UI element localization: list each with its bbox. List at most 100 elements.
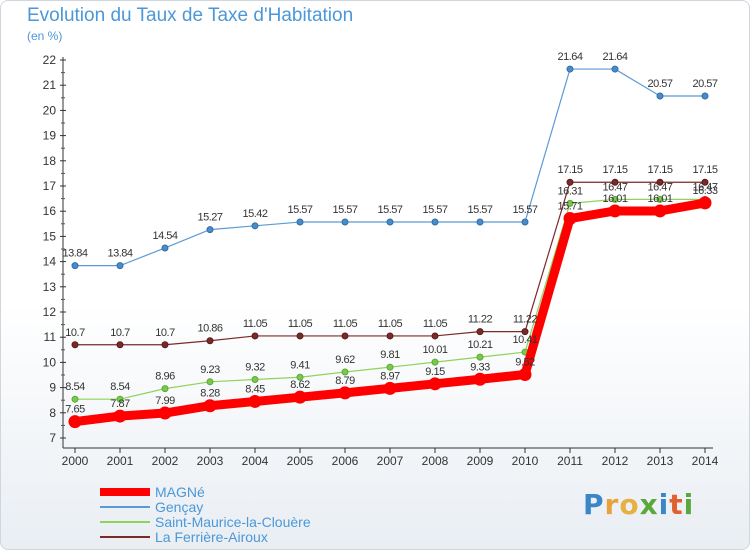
x-tick-label: 2006 — [332, 454, 359, 468]
data-label: 20.57 — [647, 78, 672, 90]
data-point — [611, 195, 619, 203]
data-label: 8.96 — [155, 371, 175, 383]
data-label: 11.05 — [423, 318, 448, 330]
data-label: 8.79 — [335, 375, 355, 387]
x-tick-label: 2014 — [692, 454, 719, 468]
data-label: 20.57 — [692, 78, 717, 90]
data-label: 8.45 — [245, 383, 265, 395]
x-tick-label: 2008 — [422, 454, 449, 468]
data-point — [521, 328, 529, 336]
x-tick-label: 2007 — [377, 454, 404, 468]
data-point — [206, 337, 214, 345]
data-label: 10.7 — [65, 327, 85, 339]
data-label: 9.33 — [470, 361, 490, 373]
data-label: 8.28 — [200, 388, 220, 400]
data-label: 9.41 — [290, 359, 310, 371]
data-label: 13.84 — [107, 248, 132, 260]
legend-label: Saint-Maurice-la-Clouère — [155, 514, 311, 530]
data-label: 15.57 — [422, 204, 447, 216]
data-label: 8.54 — [65, 381, 85, 393]
logo-letter: i — [658, 488, 670, 521]
legend-label: MAGNé — [155, 484, 205, 500]
data-point — [203, 399, 217, 413]
data-label: 21.64 — [557, 51, 582, 63]
y-tick-label: 14 — [43, 255, 57, 269]
data-point — [158, 406, 172, 420]
x-tick-label: 2010 — [512, 454, 539, 468]
legend-swatch — [100, 536, 150, 538]
data-label: 9.23 — [200, 364, 220, 376]
data-label: 11.22 — [513, 314, 538, 326]
legend-item: La Ferrière-Airoux — [100, 529, 400, 545]
data-point — [71, 395, 79, 403]
data-label: 8.54 — [110, 381, 130, 393]
data-label: 21.64 — [602, 51, 627, 63]
logo-letter: t — [669, 488, 684, 521]
data-point — [566, 65, 574, 73]
legend-item: MAGNé — [100, 484, 400, 500]
data-point — [71, 262, 79, 270]
data-label: 9.81 — [380, 349, 400, 361]
data-label: 8.62 — [290, 379, 310, 391]
y-tick-label: 10 — [43, 355, 57, 369]
y-tick-label: 17 — [43, 179, 57, 193]
data-point — [293, 390, 307, 404]
data-point — [611, 65, 619, 73]
data-label: 11.22 — [468, 314, 493, 326]
data-label: 16.01 — [647, 193, 672, 205]
data-point — [296, 332, 304, 340]
legend-label: La Ferrière-Airoux — [155, 529, 268, 545]
x-tick-label: 2000 — [62, 454, 89, 468]
data-point — [116, 341, 124, 349]
data-point — [338, 386, 352, 400]
x-tick-label: 2009 — [467, 454, 494, 468]
x-tick-label: 2005 — [287, 454, 314, 468]
data-label: 15.57 — [512, 204, 537, 216]
data-label: 16.47 — [647, 181, 672, 193]
data-label: 14.54 — [152, 230, 177, 242]
data-label: 16.31 — [557, 185, 582, 197]
y-tick-label: 8 — [49, 406, 56, 420]
y-tick-label: 15 — [43, 229, 57, 243]
data-point — [476, 218, 484, 226]
data-label: 9.32 — [245, 362, 265, 374]
legend-item: Saint-Maurice-la-Clouère — [100, 514, 400, 530]
data-point — [473, 372, 487, 386]
data-label: 17.15 — [647, 164, 672, 176]
data-point — [653, 204, 667, 218]
data-point — [161, 244, 169, 252]
data-label: 8.97 — [380, 370, 400, 382]
data-label: 16.47 — [602, 181, 627, 193]
data-label: 17.15 — [692, 164, 717, 176]
legend-label: Gençay — [155, 499, 204, 515]
data-point — [476, 328, 484, 336]
data-point — [296, 373, 304, 381]
data-point — [431, 332, 439, 340]
logo-letter: o — [619, 488, 640, 521]
data-label: 10.41 — [512, 334, 537, 346]
data-point — [206, 226, 214, 234]
x-tick-label: 2012 — [602, 454, 629, 468]
data-point — [611, 178, 619, 186]
y-tick-label: 21 — [43, 78, 57, 92]
data-point — [341, 218, 349, 226]
y-tick-label: 7 — [49, 431, 56, 445]
data-label: 10.7 — [110, 327, 130, 339]
legend-swatch — [100, 521, 150, 523]
data-label: 11.05 — [243, 318, 268, 330]
data-point — [248, 394, 262, 408]
data-label: 15.71 — [557, 201, 582, 213]
y-tick-label: 22 — [43, 53, 57, 67]
data-point — [341, 332, 349, 340]
chart-unit-label: (en %) — [27, 29, 63, 43]
data-point — [383, 381, 397, 395]
y-tick-label: 11 — [44, 330, 57, 344]
data-point — [656, 92, 664, 100]
data-label: 17.15 — [557, 164, 582, 176]
data-point — [296, 218, 304, 226]
y-tick-label: 12 — [43, 305, 57, 319]
data-label: 15.57 — [287, 204, 312, 216]
data-label: 9.15 — [425, 366, 445, 378]
data-point — [428, 377, 442, 391]
data-label: 11.05 — [333, 318, 358, 330]
